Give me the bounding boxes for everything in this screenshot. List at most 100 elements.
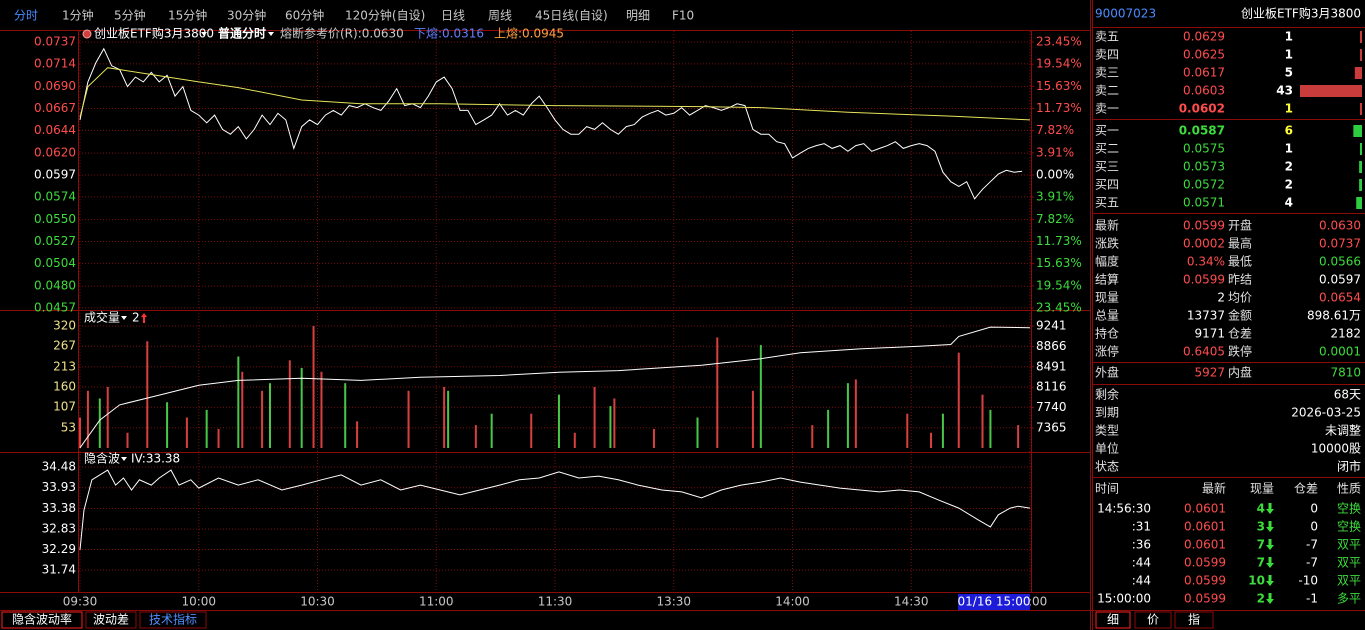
volume-bar xyxy=(652,428,655,448)
menu-item[interactable]: 日线 xyxy=(441,9,465,23)
book-volume: 2 xyxy=(1285,178,1293,192)
volume-bar xyxy=(106,387,109,448)
tab[interactable] xyxy=(1134,611,1172,629)
menu-item[interactable]: 60分钟 xyxy=(285,8,324,23)
stat-value: 9171 xyxy=(1194,327,1225,341)
book-bar xyxy=(1353,125,1362,137)
menu-item[interactable]: 分时 xyxy=(14,9,38,23)
book-label: 买四 xyxy=(1095,178,1119,192)
dropdown-icon xyxy=(121,316,127,320)
stat-value: 7810 xyxy=(1330,366,1361,380)
trade-cell: 4 xyxy=(1257,502,1265,516)
tab-label[interactable]: 隐含波动率 xyxy=(12,612,72,627)
volume-bar xyxy=(906,413,909,448)
series-line xyxy=(79,67,1031,121)
y-tick-label: 0.0714 xyxy=(34,56,76,70)
volume-bar xyxy=(957,352,960,448)
book-price: 0.0603 xyxy=(1183,84,1225,98)
menu-item[interactable]: 5分钟 xyxy=(114,8,146,23)
volume-bar xyxy=(490,413,493,448)
stat-label: 涨停 xyxy=(1095,344,1119,359)
stat-value: 13737 xyxy=(1187,309,1225,323)
book-volume: 1 xyxy=(1285,48,1293,62)
trade-cell: 双平 xyxy=(1337,574,1361,588)
x-tick-label: 10:00 xyxy=(181,595,216,609)
y2-tick-label: 19.54% xyxy=(1036,278,1082,292)
tab-label[interactable]: 指 xyxy=(1188,612,1200,627)
trade-cell: 空换 xyxy=(1337,520,1361,534)
volume-bar xyxy=(981,394,984,448)
volume-bar xyxy=(447,390,450,448)
book-bar xyxy=(1300,85,1362,97)
menu-item[interactable]: 45日线(自设) xyxy=(535,9,608,23)
menu-item[interactable]: 明细 xyxy=(626,9,650,23)
x-tick-label: 11:30 xyxy=(538,595,573,609)
y-tick-label: 0.0620 xyxy=(34,146,76,160)
trade-cell: 0 xyxy=(1310,502,1318,516)
volume-bar xyxy=(237,356,240,448)
tab-label[interactable]: 价 xyxy=(1147,613,1159,627)
menu-item[interactable]: 30分钟 xyxy=(227,8,266,23)
volume-bar xyxy=(696,417,699,448)
volume-bar xyxy=(320,371,323,448)
tab-label[interactable]: 细 xyxy=(1107,613,1119,627)
tab-label[interactable]: 技术指标 xyxy=(149,612,197,627)
menu-item[interactable]: 120分钟(自设) xyxy=(345,8,425,23)
book-label: 卖四 xyxy=(1095,48,1119,62)
y-tick-label: 53 xyxy=(61,420,76,434)
chart-annotation: 上熔:0.0945 xyxy=(494,26,564,41)
tab[interactable] xyxy=(85,611,137,629)
stat-value: 0.34% xyxy=(1187,255,1225,269)
volume-bar xyxy=(407,390,410,448)
trade-cell: 7 xyxy=(1257,556,1265,570)
x-tick-label: 11:00 xyxy=(419,595,454,609)
y-tick-label: 33.93 xyxy=(42,480,76,494)
stat-label: 现量 xyxy=(1095,291,1119,305)
book-price: 0.0575 xyxy=(1183,142,1225,156)
y2-tick-label: 19.54% xyxy=(1036,57,1082,71)
tab[interactable] xyxy=(1174,611,1214,629)
tab[interactable] xyxy=(139,611,207,629)
menu-item[interactable]: 1分钟 xyxy=(62,8,94,23)
trade-cell: -10 xyxy=(1298,574,1318,588)
volume-bar xyxy=(185,417,188,448)
trade-cell: 14:56:30 xyxy=(1097,502,1151,516)
book-label: 买一 xyxy=(1095,124,1119,138)
dropdown-icon xyxy=(201,32,207,36)
y2-tick-label: 0.00% xyxy=(1036,168,1074,182)
volume-bar xyxy=(941,413,944,448)
volume-bar xyxy=(443,387,446,448)
book-volume: 6 xyxy=(1285,124,1293,138)
tab[interactable] xyxy=(1,611,83,629)
y-tick-label: 34.48 xyxy=(42,460,76,474)
cursor-label: 01/16 15:00 xyxy=(958,595,1031,609)
tab-label[interactable]: 波动差 xyxy=(93,613,129,627)
contract-icon xyxy=(82,29,92,39)
trade-cell: -1 xyxy=(1306,592,1318,606)
y2-tick-label: 3.91% xyxy=(1036,190,1074,204)
y-tick-label: 31.74 xyxy=(42,563,76,577)
y2-tick-label: 8116 xyxy=(1036,380,1067,394)
trade-cell: 10 xyxy=(1248,574,1265,588)
trade-cell: 0.0601 xyxy=(1184,502,1226,516)
stat-value: 0.0597 xyxy=(1319,273,1361,287)
y-tick-label: 160 xyxy=(53,380,76,394)
stat-label: 跌停 xyxy=(1228,344,1252,359)
stat-label: 最低 xyxy=(1228,255,1252,269)
stat-label: 昨结 xyxy=(1228,273,1252,287)
tab[interactable] xyxy=(1095,611,1131,629)
trade-cell: 0.0601 xyxy=(1184,520,1226,534)
y-tick-label: 0.0644 xyxy=(34,123,76,137)
menu-item[interactable]: 15分钟 xyxy=(168,8,207,23)
chart-subtitle: 普通分时 xyxy=(218,26,266,41)
y2-tick-label: 11.73% xyxy=(1036,234,1082,248)
menu-item[interactable]: F10 xyxy=(672,9,694,23)
y-tick-label: 0.0667 xyxy=(34,101,76,115)
menu-item[interactable]: 周线 xyxy=(488,9,512,23)
trade-header: 时间 xyxy=(1095,482,1119,496)
x-tick-label: 13:30 xyxy=(656,595,691,609)
stat-label: 最新 xyxy=(1095,218,1119,233)
book-label: 买三 xyxy=(1095,160,1119,174)
